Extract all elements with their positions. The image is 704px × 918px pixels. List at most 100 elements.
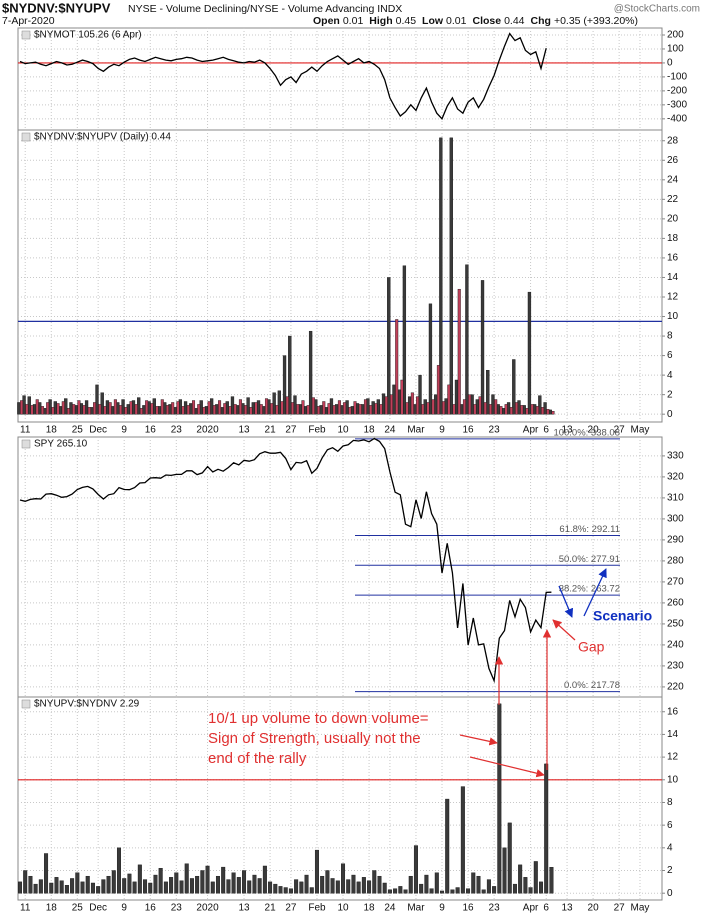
bar — [192, 400, 196, 415]
bar — [280, 401, 284, 415]
x-tick-label: 18 — [364, 425, 376, 436]
bar — [189, 878, 194, 894]
bar — [218, 400, 222, 415]
y-tick-label: 240 — [667, 640, 684, 651]
bar — [155, 406, 159, 415]
ohlc-value: 0.45 — [396, 15, 417, 27]
bar — [282, 355, 287, 415]
bar — [390, 394, 394, 415]
bar — [421, 404, 425, 415]
bar — [476, 875, 481, 894]
bar — [387, 889, 392, 894]
annotation: end of the rally — [208, 750, 307, 767]
x-tick-label: 10 — [337, 903, 349, 914]
x-tick-label: 13 — [238, 903, 250, 914]
ohlc-label: Close — [472, 15, 501, 27]
annotation: Scenario — [593, 608, 652, 624]
bar — [72, 404, 76, 415]
x-tick-label: 6 — [543, 425, 549, 436]
bar — [195, 875, 200, 894]
bar — [181, 406, 185, 415]
bar — [233, 404, 237, 415]
y-tick-label: 300 — [667, 514, 684, 525]
bar — [64, 885, 69, 894]
bar — [341, 863, 346, 894]
bar — [228, 406, 232, 415]
x-tick-label: 16 — [462, 425, 474, 436]
bar — [75, 872, 80, 894]
bar — [273, 883, 278, 894]
bar — [416, 396, 420, 415]
bar — [410, 392, 414, 415]
ohlc-value: 0.01 — [343, 15, 364, 27]
bar — [186, 405, 190, 415]
x-tick-label: 25 — [72, 425, 84, 436]
y-tick-label: 28 — [667, 135, 679, 146]
bar — [462, 399, 466, 415]
bar — [512, 883, 517, 894]
bar — [148, 882, 153, 894]
bar — [165, 405, 169, 415]
x-tick-label: 27 — [285, 903, 297, 914]
y-tick-label: 20 — [667, 214, 679, 225]
bar — [452, 404, 456, 415]
bar — [502, 847, 507, 894]
bar — [101, 879, 106, 894]
ohlc: Open 0.01 High 0.45 Low 0.01 Close 0.44 Chg +0.35… — [313, 15, 638, 27]
bar — [325, 870, 330, 894]
bar — [113, 399, 117, 415]
bar — [262, 865, 267, 894]
bar — [35, 399, 39, 415]
annotation: 10/1 up volume to down volume= — [208, 710, 429, 727]
date: 7-Apr-2020 — [2, 15, 55, 27]
fib-label: 0.0%: 217.78 — [564, 680, 620, 691]
bar — [275, 405, 279, 415]
bar — [103, 406, 107, 415]
bar — [51, 407, 55, 415]
bar — [525, 408, 529, 415]
bar — [238, 399, 242, 415]
bar — [351, 874, 356, 894]
bar — [507, 822, 512, 894]
bar — [132, 881, 137, 894]
bar — [361, 877, 366, 894]
y-tick-label: 330 — [667, 451, 684, 462]
x-tick-label: 10 — [337, 425, 349, 436]
bar — [202, 407, 206, 415]
x-tick-label: 21 — [265, 903, 277, 914]
bar — [49, 882, 54, 894]
bar — [153, 874, 158, 894]
bar — [61, 401, 65, 415]
x-tick-label: 11 — [20, 425, 31, 436]
y-tick-label: -100 — [667, 72, 687, 83]
bar — [236, 877, 241, 894]
bar — [174, 872, 179, 894]
bar — [374, 403, 378, 415]
x-tick-label: 18 — [46, 425, 58, 436]
x-tick-label: May — [631, 425, 650, 436]
bar — [119, 405, 123, 415]
bar — [535, 406, 539, 415]
x-tick-label: 20 — [588, 903, 600, 914]
bar — [28, 875, 33, 894]
bar — [207, 401, 211, 415]
x-tick-label: 23 — [171, 903, 183, 914]
bar — [304, 874, 309, 894]
bar — [428, 303, 433, 415]
bar — [520, 405, 524, 415]
x-tick-label: 25 — [72, 903, 84, 914]
bar — [480, 280, 485, 415]
bar — [18, 881, 23, 894]
bar — [460, 786, 465, 894]
y-tick-label: 8 — [667, 797, 673, 808]
bar — [249, 407, 253, 415]
x-tick-label: 27 — [285, 425, 297, 436]
bar — [481, 889, 486, 894]
bar — [523, 877, 528, 894]
bar — [257, 878, 262, 894]
arrow — [558, 585, 574, 618]
bar — [382, 882, 387, 894]
bar — [353, 401, 357, 415]
bar — [268, 881, 273, 894]
